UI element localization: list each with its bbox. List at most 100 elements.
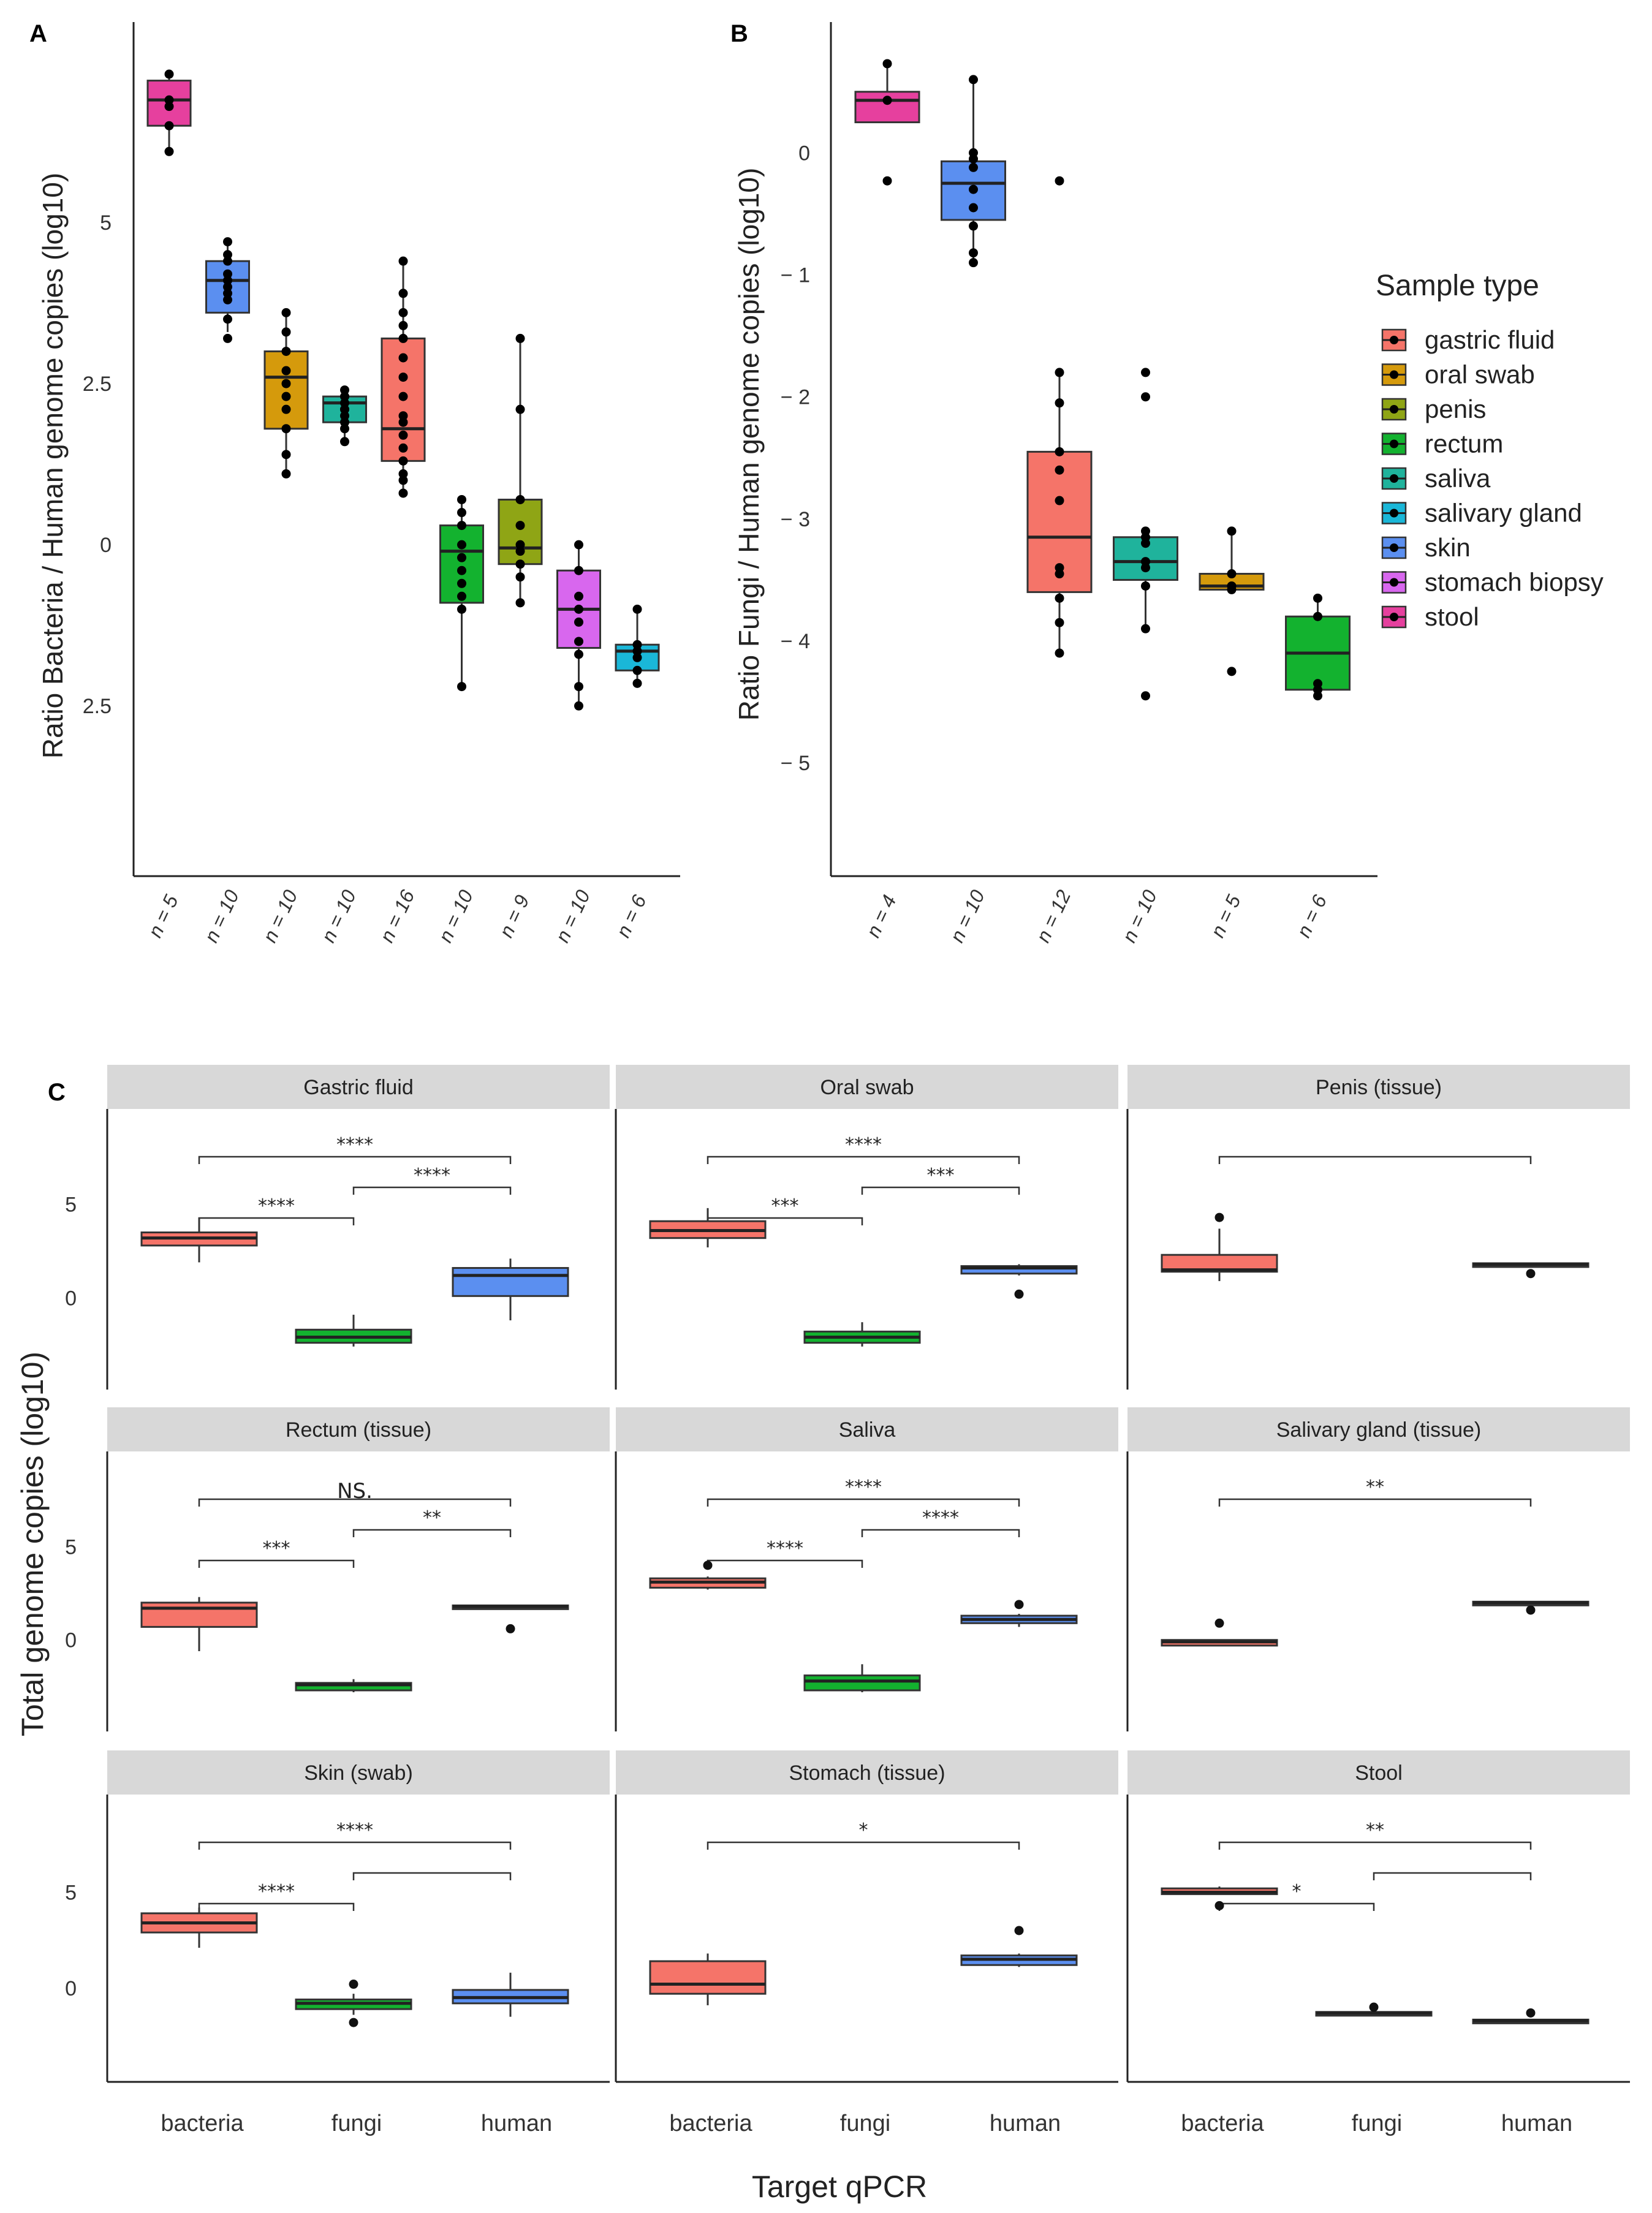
panel-a-penis-point bbox=[515, 598, 525, 608]
facet-skin-swab-significance-bracket: **** bbox=[198, 1881, 355, 1911]
legend-item-skin: skin bbox=[1381, 533, 1471, 562]
panel-b-gastric-fluid-point bbox=[1055, 618, 1064, 627]
facet-rectum-tissue-y-tick-label: 5 bbox=[65, 1535, 77, 1559]
panel-a-oral-swab-point bbox=[281, 392, 291, 401]
facet-penis-tissue-bacteria-box bbox=[1161, 1212, 1278, 1281]
facet-saliva-bacteria-box bbox=[649, 1560, 767, 1590]
facet-stomach-tissue: Stomach (tissue) * bacteria fungi human bbox=[615, 1750, 1118, 2136]
panel-a-oral-swab-point bbox=[281, 424, 291, 434]
panel-a-n-label: n = 10 bbox=[434, 887, 477, 946]
facet-rectum-tissue-bacteria-box bbox=[140, 1597, 258, 1651]
facet-gastric-fluid-y-tick-label: 0 bbox=[65, 1287, 77, 1310]
facet-skin-swab-y-tick-label: 5 bbox=[65, 1881, 77, 1904]
panel-a-skin-point bbox=[223, 314, 232, 324]
panel-b-saliva-point bbox=[1141, 581, 1150, 591]
legend-label: saliva bbox=[1425, 464, 1491, 493]
panel-a-gastric-fluid-point bbox=[398, 333, 408, 343]
panel-b-gastric-fluid bbox=[1026, 176, 1093, 658]
panel-a-saliva-point bbox=[340, 404, 349, 414]
facet-gastric-fluid-title: Gastric fluid bbox=[303, 1076, 414, 1099]
panel-a-stomach-biopsy-point bbox=[574, 540, 583, 550]
legend: Sample type gastric fluid oral swab penis r… bbox=[1376, 270, 1604, 631]
panel-b-oral-swab-point bbox=[1227, 569, 1237, 579]
panel-b-saliva bbox=[1113, 368, 1178, 701]
legend-label: penis bbox=[1425, 395, 1486, 423]
panel-b-saliva-point bbox=[1141, 691, 1150, 701]
panel-a-oral-swab bbox=[263, 308, 309, 479]
facet-stool-x-tick-label: bacteria bbox=[1181, 2111, 1264, 2136]
facet-skin-swab-bacteria-box bbox=[140, 1907, 258, 1948]
facet-saliva: Saliva **** **** **** bbox=[615, 1407, 1118, 1731]
legend-item-saliva: saliva bbox=[1381, 464, 1491, 493]
facet-rectum-tissue-bracket-line bbox=[198, 1498, 512, 1507]
panel-b-skin-point bbox=[969, 248, 978, 258]
facet-stool: Stool***bacteria fungi human bbox=[1126, 1750, 1630, 2136]
panel-a-stool-point bbox=[164, 121, 174, 131]
panel-a-stomach-biopsy-point bbox=[574, 701, 583, 711]
panel-b-n-label: n = 5 bbox=[1206, 891, 1245, 941]
panel-b-y-tick-label: − 5 bbox=[781, 752, 810, 775]
facet-skin-swab-fungi-box-outlier bbox=[349, 2018, 358, 2027]
panel-c-label: C bbox=[48, 1079, 66, 1106]
panel-a-n-label: n = 10 bbox=[200, 887, 243, 946]
facet-skin-swab-y-tick-label: 0 bbox=[65, 1977, 77, 2000]
facet-salivary-gland-tissue-significance-bracket: ** bbox=[1218, 1477, 1532, 1507]
panel-a-skin-point bbox=[223, 276, 232, 286]
facet-stool-human-box bbox=[1472, 2008, 1589, 2024]
panel-a-rectum-point bbox=[457, 682, 466, 692]
panel-b-gastric-fluid-point bbox=[1055, 447, 1064, 456]
panel-b-gastric-fluid-point bbox=[1055, 496, 1064, 505]
facet-oral-swab-bracket-label: *** bbox=[771, 1195, 799, 1217]
facet-skin-swab-bracket-line bbox=[352, 1872, 512, 1880]
facet-skin-swab-fungi-box-outlier bbox=[349, 1980, 358, 1989]
panel-a-salivary-gland-point bbox=[632, 665, 642, 675]
panel-a-n-label: n = 16 bbox=[376, 887, 419, 946]
facet-skin-swab-bracket-line bbox=[198, 1902, 355, 1911]
panel-a-y-tick-label: 0 bbox=[100, 534, 112, 557]
facet-saliva-bracket-label: **** bbox=[767, 1538, 803, 1559]
panel-a-stool-point bbox=[164, 69, 174, 79]
facet-rectum-tissue-significance-bracket: ** bbox=[352, 1507, 512, 1537]
panel-a-stomach-biopsy-point bbox=[574, 682, 583, 692]
facet-stool-significance-bracket: ** bbox=[1218, 1820, 1532, 1850]
panel-a-gastric-fluid-point bbox=[398, 488, 408, 498]
panel-a-oral-swab-point bbox=[281, 450, 291, 460]
facet-oral-swab-title: Oral swab bbox=[820, 1076, 914, 1099]
panel-c-y-axis-title: Total genome copies (log10) bbox=[15, 1352, 50, 1736]
panel-a-skin bbox=[205, 237, 250, 343]
facet-stomach-tissue-bracket-line bbox=[707, 1841, 1020, 1850]
facet-stool-bracket-line bbox=[1218, 1841, 1532, 1850]
facet-penis-tissue: Penis (tissue) bbox=[1126, 1065, 1630, 1390]
panel-a-salivary-gland-point bbox=[632, 646, 642, 656]
panel-b: B Ratio Fungi / Human genome copies (log… bbox=[730, 20, 1377, 946]
legend-swatch-point bbox=[1390, 613, 1398, 621]
facet-saliva-human-box bbox=[960, 1600, 1078, 1627]
facet-stool-title: Stool bbox=[1355, 1761, 1403, 1785]
panel-a-y-ticks: 5 2.5 0 2.5 bbox=[83, 211, 112, 718]
panel-b-skin-point bbox=[969, 154, 978, 164]
facet-gastric-fluid-significance-bracket: **** bbox=[198, 1134, 512, 1164]
panel-a-stool-point bbox=[164, 95, 174, 105]
facet-oral-swab-strip bbox=[616, 1065, 1118, 1109]
facet-oral-swab-significance-bracket: **** bbox=[707, 1134, 1020, 1164]
panel-a-oral-swab-point bbox=[281, 366, 291, 376]
panel-a-stomach-biopsy-point bbox=[574, 637, 583, 646]
facet-oral-swab-fungi-box bbox=[803, 1322, 921, 1347]
facet-stomach-tissue-human-box bbox=[960, 1926, 1078, 1967]
facet-penis-tissue-title: Penis (tissue) bbox=[1316, 1076, 1442, 1099]
panel-a-penis-point bbox=[515, 404, 525, 414]
facet-rectum-tissue-bracket-line bbox=[352, 1529, 512, 1537]
panel-a-oral-swab-point bbox=[281, 379, 291, 388]
facet-gastric-fluid-significance-bracket: **** bbox=[352, 1165, 512, 1195]
panel-b-rectum-point bbox=[1313, 691, 1322, 701]
panel-a-penis bbox=[498, 333, 543, 608]
facet-stool-x-tick-label: fungi bbox=[1352, 2111, 1402, 2136]
panel-a-penis-point bbox=[515, 521, 525, 531]
facet-penis-tissue-significance-bracket bbox=[1218, 1156, 1532, 1164]
panel-a-boxes bbox=[146, 69, 660, 711]
facet-gastric-fluid-fungi-box bbox=[295, 1314, 412, 1347]
panel-a-skin-point bbox=[223, 269, 232, 279]
facet-stomach-tissue-strip bbox=[616, 1750, 1118, 1795]
facet-stomach-tissue-x-tick-label: fungi bbox=[840, 2111, 890, 2136]
legend-item-stool: stool bbox=[1381, 602, 1479, 631]
